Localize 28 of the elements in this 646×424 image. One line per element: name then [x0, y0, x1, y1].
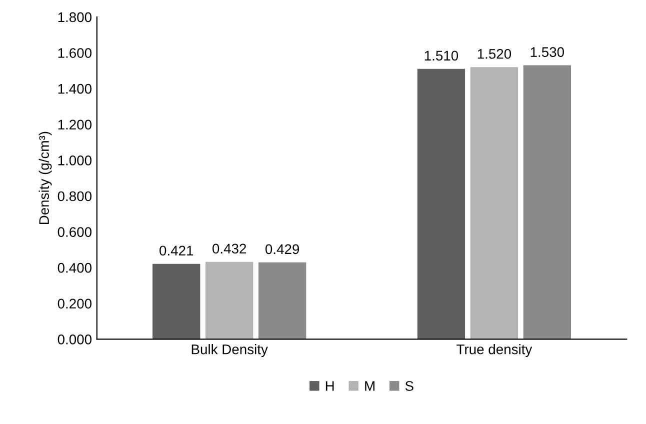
y-tick-label: 0.200	[58, 298, 92, 309]
y-tick-label: 1.200	[58, 120, 92, 130]
bar	[417, 68, 466, 340]
y-axis-title: Density (g/cm³)	[38, 132, 52, 224]
data-label: 0.432	[212, 244, 246, 254]
bar	[523, 65, 571, 340]
data-label: 1.530	[530, 47, 564, 57]
x-tick-label: Bulk Density	[192, 344, 268, 358]
bar	[205, 262, 254, 340]
data-label: 1.510	[424, 50, 458, 61]
data-label: 0.421	[160, 246, 194, 256]
legend-label: H	[326, 381, 334, 391]
y-tick-label: 0.800	[58, 191, 92, 202]
legend-label: M	[365, 381, 374, 391]
bar	[152, 264, 200, 340]
y-tick-label: 0.000	[58, 334, 92, 344]
y-tick-label: 1.600	[58, 48, 92, 58]
y-tick-label: 0.400	[58, 262, 92, 273]
bar	[258, 262, 306, 340]
data-label: 0.429	[265, 244, 300, 254]
y-tick-label: 1.000	[58, 156, 92, 166]
legend-label: S	[405, 381, 414, 391]
bar	[470, 67, 518, 340]
data-label: 1.520	[478, 48, 512, 59]
y-tick-label: 1.400	[58, 84, 92, 94]
x-tick-label: True density	[456, 344, 532, 358]
y-tick-label: 0.600	[58, 227, 92, 237]
y-tick-label: 1.800	[58, 12, 92, 22]
